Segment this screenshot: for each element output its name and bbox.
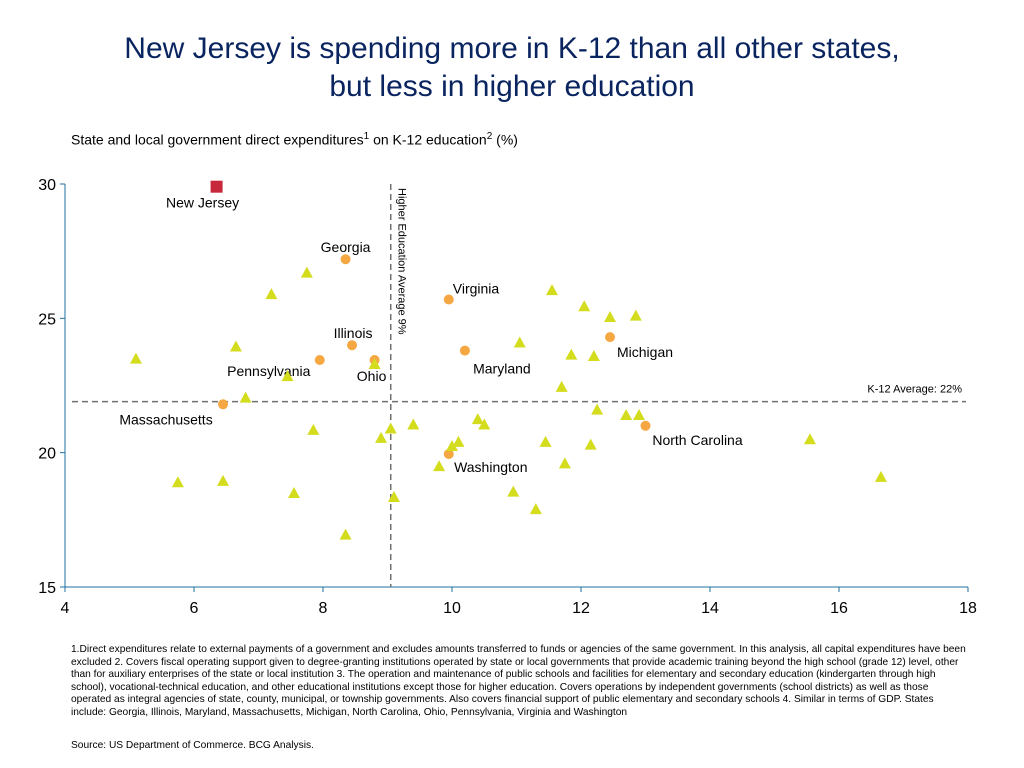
point-other-state [171,476,184,488]
point-other-state [620,409,633,421]
y-tick-label: 25 [38,311,56,328]
x-tick-label: 12 [572,600,590,617]
label-north-carolina: North Carolina [652,432,742,448]
k12-average-label: K-12 Average: 22% [867,384,962,396]
source-note: Source: US Department of Commerce. BCG A… [71,740,314,751]
point-other-state [217,474,230,486]
point-other-state [471,413,484,425]
point-other-state [578,300,591,312]
point-other-state [384,422,397,434]
point-other-state [478,418,491,430]
point-other-state [368,358,381,370]
point-other-state [339,528,352,540]
point-maryland [459,345,470,356]
label-washington: Washington [454,459,527,475]
subtitle-footnote-1: 1 [363,131,370,142]
x-tick-label: 6 [190,600,199,617]
point-other-state [265,288,278,300]
point-virginia [443,294,454,305]
y-tick-label: 20 [38,446,56,463]
point-pennsylvania [314,354,325,365]
point-other-state [539,435,552,447]
label-georgia: Georgia [321,239,371,255]
label-maryland: Maryland [473,361,531,377]
point-other-state [565,348,578,360]
point-other-state [584,438,597,450]
x-tick-label: 18 [959,600,977,617]
point-north-carolina [640,420,651,431]
point-other-state [507,485,520,497]
label-ohio: Ohio [357,368,387,384]
label-illinois: Illinois [334,325,373,341]
point-other-state [446,439,458,451]
point-other-state [129,352,142,364]
point-other-state [307,423,320,435]
point-michigan [605,332,616,343]
subtitle-text-mid: on K-12 education [369,131,487,148]
subtitle-footnote-2: 2 [486,131,493,142]
point-other-state [529,503,542,515]
point-other-state [407,418,420,430]
point-other-state [604,310,617,322]
label-michigan: Michigan [617,344,673,360]
scatter-chart: 4 6 8 10 12 14 16 18 15 20 25 30 Higher Education Av… [38,177,977,617]
point-other-state [287,486,300,498]
point-other-state [239,391,252,403]
title-line-2: but less in higher education [329,70,695,103]
point-other-state [874,470,887,482]
point-other-state [300,266,313,278]
x-tick-label: 8 [319,600,328,617]
chart-title: New Jersey is spending more in K-12 than… [0,30,1024,106]
x-tick-label: 14 [701,600,719,617]
chart-subtitle: State and local government direct expend… [71,131,518,148]
subtitle-unit: (%) [492,131,518,148]
label-pennsylvania: Pennsylvania [227,363,310,379]
label-virginia: Virginia [453,281,500,297]
point-other-state [545,284,558,296]
point-massachusetts [218,399,229,410]
higher-ed-average-label: Higher Education Average 9% [396,188,408,335]
footnote: 1.Direct expenditures relate to external… [71,644,966,718]
point-other-state [633,409,646,421]
point-other-state [229,340,242,352]
y-tick-label: 30 [38,177,56,194]
label-massachusetts: Massachusetts [119,411,212,427]
point-other-state [513,336,526,348]
x-tick-label: 10 [443,600,461,617]
point-other-state [591,403,604,415]
point-other-state [433,460,446,472]
point-washington [443,449,454,460]
point-new-jersey [210,180,223,193]
x-tick-label: 16 [830,600,848,617]
title-line-1: New Jersey is spending more in K-12 than… [124,32,900,65]
point-illinois [347,340,358,351]
label-new-jersey: New Jersey [166,195,239,211]
point-other-state [375,431,388,443]
point-other-state [387,490,400,502]
point-other-state [452,435,465,447]
point-other-state [555,380,568,392]
point-other-state [281,370,294,382]
point-other-state [803,433,816,445]
point-other-state [587,349,600,361]
point-georgia [340,254,351,265]
point-other-state [558,457,571,469]
subtitle-text: State and local government direct expend… [71,131,364,148]
y-tick-label: 15 [38,580,56,597]
point-other-state [629,309,642,321]
x-tick-label: 4 [61,600,70,617]
